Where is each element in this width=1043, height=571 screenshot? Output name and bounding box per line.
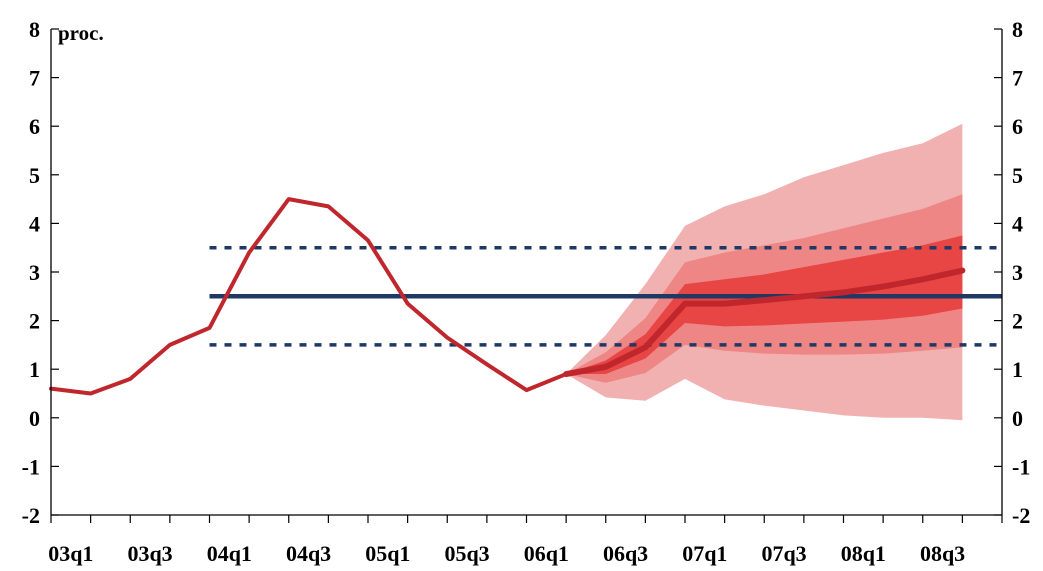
y-tick-label-right: 2: [1012, 309, 1023, 334]
x-tick-label: 04q3: [286, 541, 331, 566]
x-tick-label: 04q1: [207, 541, 252, 566]
fan-bands: [566, 123, 963, 421]
y-tick-label-left: 0: [29, 406, 40, 431]
y-tick-label-right: -1: [1012, 454, 1030, 479]
y-tick-label-right: 7: [1012, 66, 1023, 91]
y-tick-label-left: 8: [29, 17, 40, 42]
y-tick-label-left: 7: [29, 66, 40, 91]
x-tick-label: 06q1: [524, 541, 569, 566]
y-tick-label-right: 8: [1012, 17, 1023, 42]
x-tick-label: 05q1: [365, 541, 410, 566]
y-tick-label-right: 0: [1012, 406, 1023, 431]
y-tick-label-left: 5: [29, 163, 40, 188]
x-tick-label: 08q1: [841, 541, 886, 566]
y-tick-label-left: 6: [29, 114, 40, 139]
y-tick-label-left: -2: [22, 503, 40, 528]
y-tick-label-right: -2: [1012, 503, 1030, 528]
projection-line: [563, 267, 966, 378]
y-tick-label-left: 2: [29, 309, 40, 334]
x-tick-label: 08q3: [920, 541, 965, 566]
y-tick-label-right: 4: [1012, 211, 1023, 236]
x-tick-label: 05q3: [444, 541, 489, 566]
fan-band-3: [566, 235, 963, 375]
series-lines: [49, 197, 966, 396]
y-tick-label-left: 1: [29, 357, 40, 382]
x-tick-label: 03q3: [127, 541, 172, 566]
target-lines: [209, 245, 1002, 347]
y-tick-label-left: -1: [22, 454, 40, 479]
y-tick-label-left: 4: [29, 211, 40, 236]
unit-label: proc.: [58, 21, 104, 45]
y-tick-label-right: 1: [1012, 357, 1023, 382]
axes: -2 -2 -1 -1 0 0 1 1 2 2 3 3 4 4 5 5 6 6 7 7 8 8 03q1 03q3 04q1 04…: [22, 17, 1031, 566]
y-tick-label-right: 5: [1012, 163, 1023, 188]
y-tick-label-left: 3: [29, 260, 40, 285]
x-tick-label: 03q1: [48, 541, 93, 566]
x-tick-label: 07q3: [761, 541, 806, 566]
y-tick-label-right: 3: [1012, 260, 1023, 285]
history-line: [49, 197, 569, 396]
x-tick-label: 06q3: [603, 541, 648, 566]
y-tick-label-right: 6: [1012, 114, 1023, 139]
x-tick-label: 07q1: [682, 541, 727, 566]
